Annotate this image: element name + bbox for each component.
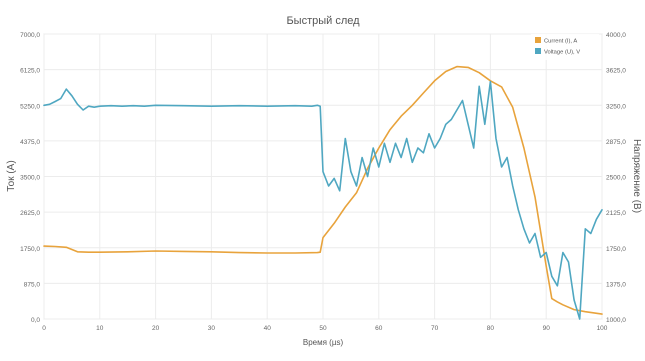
x-tick-label: 20 xyxy=(152,325,160,332)
x-tick-label: 50 xyxy=(319,325,327,332)
legend-swatch xyxy=(535,48,541,54)
x-tick-label: 100 xyxy=(597,325,608,332)
x-tick-label: 40 xyxy=(264,325,272,332)
x-tick-label: 10 xyxy=(96,325,104,332)
x-tick-label: 80 xyxy=(487,325,495,332)
y-left-tick-label: 3500,0 xyxy=(20,175,40,182)
x-tick-label: 30 xyxy=(208,325,216,332)
y-right-tick-label: 2125,0 xyxy=(606,210,626,217)
legend-background xyxy=(531,34,599,60)
y-right-tick-label: 1000,0 xyxy=(606,317,626,324)
y-left-tick-label: 4375,0 xyxy=(20,139,40,146)
y-right-axis-label: Напряжение (В) xyxy=(631,139,642,213)
x-tick-label: 90 xyxy=(543,325,551,332)
y-left-tick-label: 0,0 xyxy=(31,317,40,324)
axis-layer: 0,0 875,0 1750,0 2625,0 3500,0 4375,0 5250,0 61… xyxy=(20,32,626,332)
y-left-tick-label: 2625,0 xyxy=(20,210,40,217)
y-right-tick-label: 1375,0 xyxy=(606,281,626,288)
y-left-tick-label: 5250,0 xyxy=(20,103,40,110)
legend-entry-label[interactable]: Current (I), A xyxy=(544,39,577,45)
y-right-tick-label: 4000,0 xyxy=(606,32,626,39)
legend[interactable]: Current (I), A Voltage (U), V xyxy=(531,34,599,60)
x-tick-label: 70 xyxy=(431,325,439,332)
legend-swatch xyxy=(535,37,541,43)
series-layer xyxy=(43,65,603,320)
y-left-tick-label: 1750,0 xyxy=(20,246,40,253)
y-right-tick-label: 2875,0 xyxy=(606,139,626,146)
y-left-axis-label: Ток (А) xyxy=(6,160,17,191)
series-line-current xyxy=(43,65,603,315)
legend-entry-label[interactable]: Voltage (U), V xyxy=(544,50,580,56)
y-right-tick-label: 1750,0 xyxy=(606,246,626,253)
y-left-tick-label: 6125,0 xyxy=(20,68,40,75)
chart-title: Быстрый след xyxy=(286,15,360,27)
y-left-tick-label: 7000,0 xyxy=(20,32,40,39)
x-tick-label: 0 xyxy=(42,325,46,332)
y-right-tick-label: 3250,0 xyxy=(606,103,626,110)
y-left-tick-label: 875,0 xyxy=(24,281,41,288)
grid-layer xyxy=(43,33,603,320)
x-axis-label: Время (µs) xyxy=(303,338,344,347)
y-right-tick-label: 3625,0 xyxy=(606,68,626,75)
x-tick-label: 60 xyxy=(375,325,383,332)
series-line-voltage xyxy=(43,80,603,320)
y-right-tick-label: 2500,0 xyxy=(606,175,626,182)
